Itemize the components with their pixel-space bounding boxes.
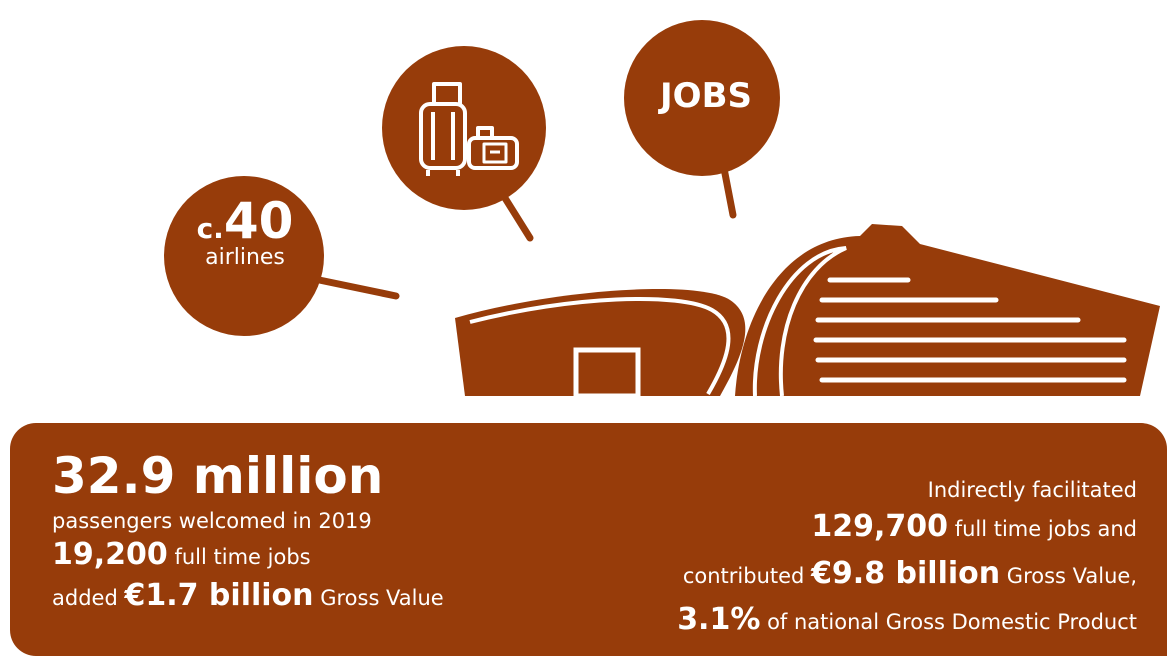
airlines-number: 40 (223, 192, 294, 250)
direct-gva-suffix: Gross Value (320, 585, 444, 610)
indirect-jobs-value: 129,700 (811, 509, 948, 545)
airlines-count: c.40 (170, 196, 320, 246)
jobs-bubble-shape (624, 20, 780, 219)
direct-gva-line: added €1.7 billion Gross Value (52, 576, 444, 617)
indirect-stats: Indirectly facilitated 129,700 full time… (677, 477, 1137, 644)
indirect-jobs-text: full time jobs and (954, 517, 1137, 542)
gdp-text: of national Gross Domestic Product (767, 610, 1137, 635)
direct-jobs-line: 19,200 full time jobs (52, 535, 444, 576)
indirect-gva-line: contributed €9.8 billion Gross Value, (677, 551, 1137, 598)
indirect-jobs-line: 129,700 full time jobs and (677, 504, 1137, 551)
airlines-bubble-shape (164, 176, 400, 336)
gdp-value: 3.1% (677, 602, 761, 638)
direct-jobs-text: full time jobs (174, 545, 311, 570)
passengers-headline: 32.9 million (52, 447, 384, 505)
luggage-icon (419, 82, 519, 176)
direct-stats: 32.9 million passengers welcomed in 2019… (52, 451, 444, 616)
indirect-gva-suffix: Gross Value, (1006, 563, 1137, 588)
stats-panel: 32.9 million passengers welcomed in 2019… (10, 423, 1167, 656)
indirect-gva-value: €9.8 billion (811, 555, 1001, 591)
indirect-gva-prefix: contributed (682, 563, 805, 588)
passengers-text: passengers welcomed in 2019 (52, 509, 372, 533)
airlines-bubble: c.40 airlines (170, 196, 320, 270)
airlines-label: airlines (205, 245, 285, 270)
jobs-label: JOBS (660, 76, 752, 116)
direct-gva-prefix: added (52, 585, 118, 610)
airport-terminal-icon (455, 224, 1160, 399)
gdp-line: 3.1% of national Gross Domestic Product (677, 597, 1137, 644)
direct-jobs-value: 19,200 (52, 537, 168, 573)
illustration (164, 20, 1160, 399)
airlines-prefix: c. (196, 212, 224, 245)
indirect-intro: Indirectly facilitated (927, 478, 1137, 502)
direct-gva-value: €1.7 billion (124, 577, 314, 613)
